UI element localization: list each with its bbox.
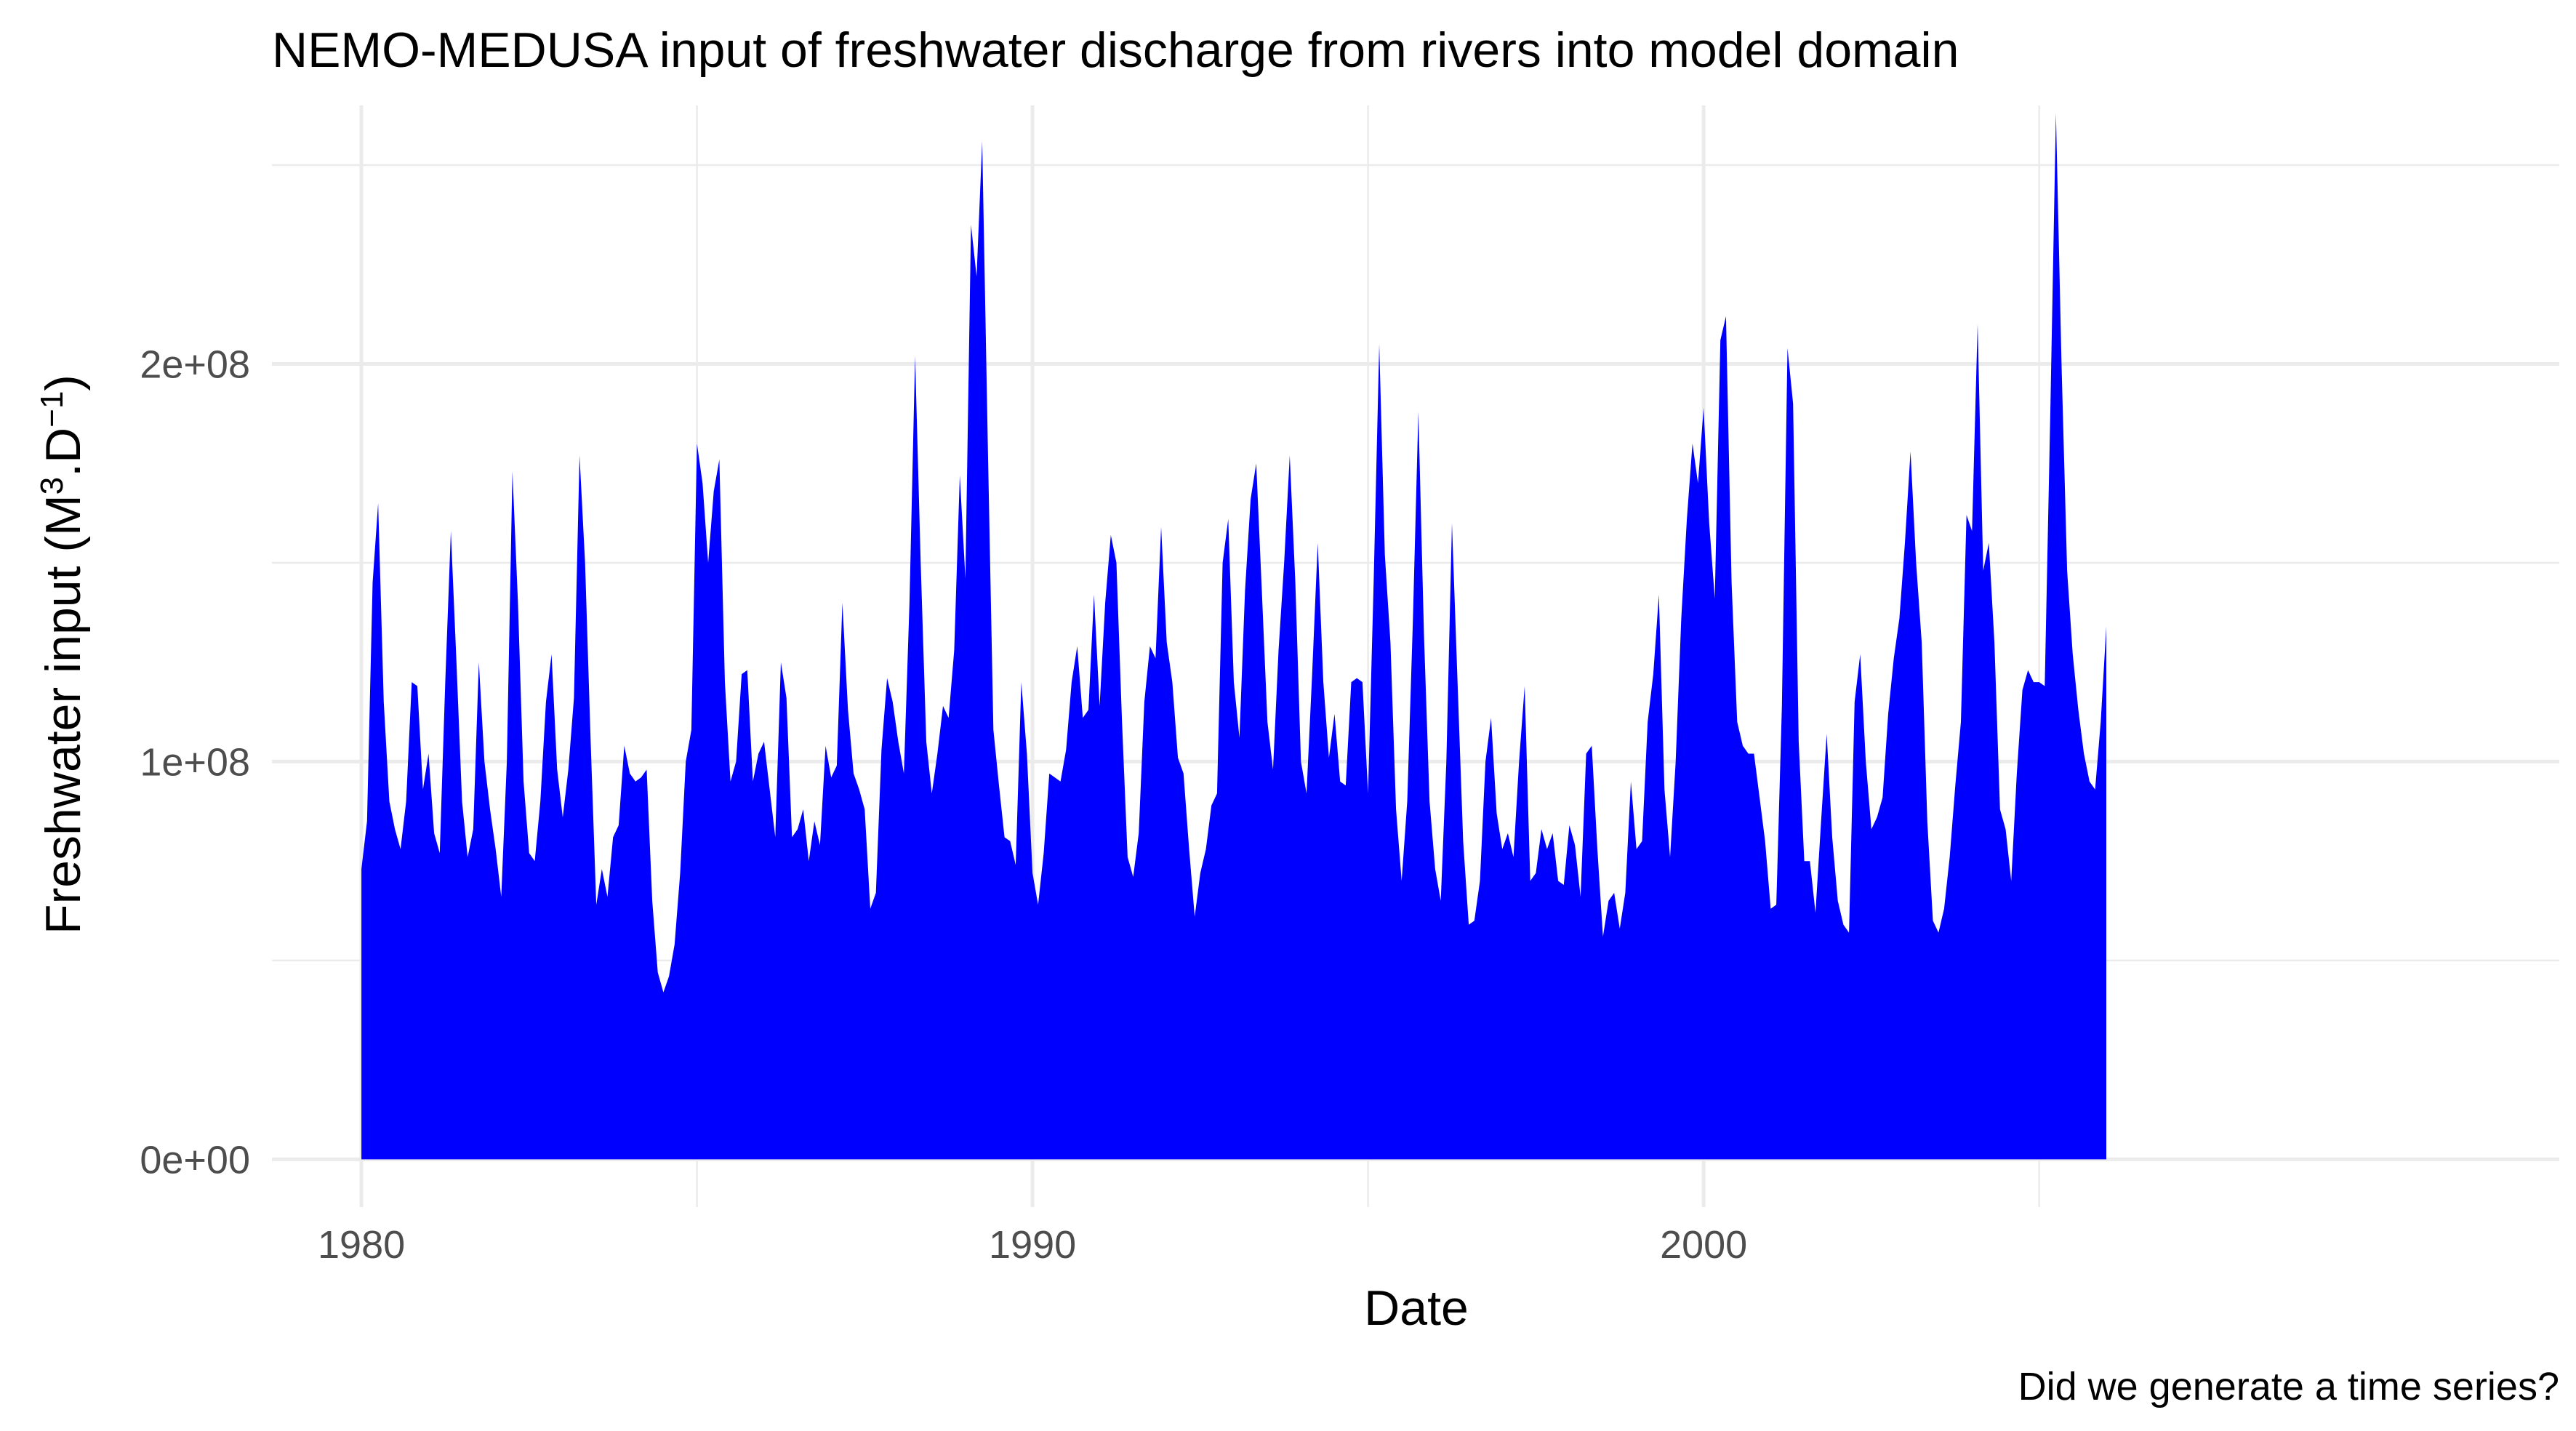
chart-title: NEMO-MEDUSA input of freshwater discharg…: [272, 23, 1959, 78]
y-tick-label: 1e+08: [140, 740, 250, 784]
x-tick-label: 1980: [318, 1223, 405, 1267]
y-axis-title-sup1: 3: [34, 477, 70, 494]
x-axis-ticks: 1980 1990 2000: [318, 1223, 1747, 1267]
x-axis-title: Date: [1364, 1280, 1469, 1336]
x-tick-label: 1990: [989, 1223, 1076, 1267]
y-axis-title-mid: .D: [36, 428, 91, 477]
y-axis-title-sup2: −1: [34, 391, 70, 428]
y-axis-title: Freshwater input (M3.D−1): [34, 374, 91, 934]
y-tick-label: 2e+08: [140, 343, 250, 387]
freshwater-area-series: [361, 113, 2106, 1160]
x-tick-label: 2000: [1660, 1223, 1747, 1267]
y-axis-ticks: 0e+00 1e+08 2e+08: [140, 343, 250, 1182]
y-axis-title-main: Freshwater input (M: [36, 494, 91, 934]
y-tick-label: 0e+00: [140, 1138, 250, 1182]
chart-caption: Did we generate a time series?: [2018, 1365, 2559, 1408]
y-axis-title-end: ): [36, 374, 91, 391]
